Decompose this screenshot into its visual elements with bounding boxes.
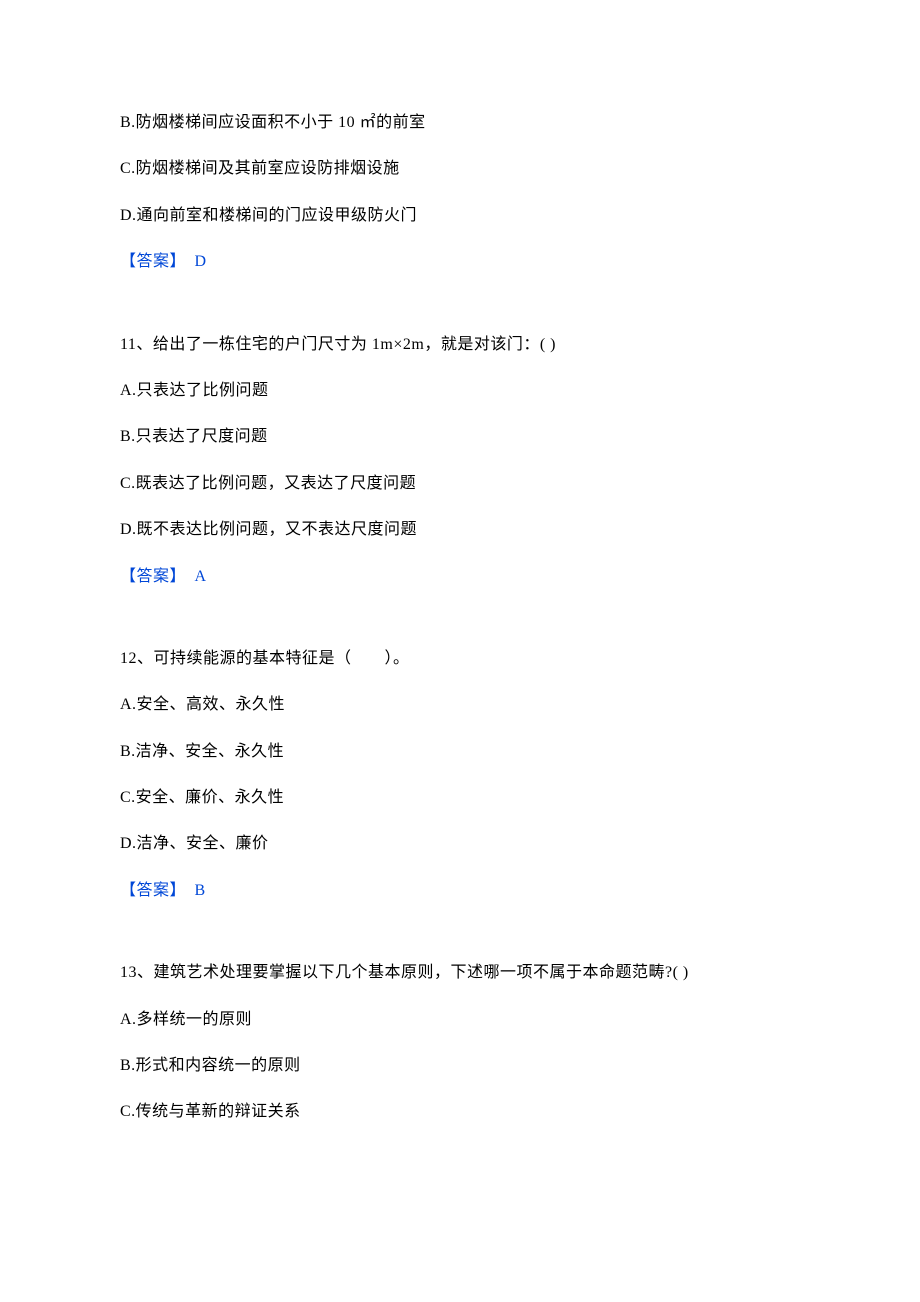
q11-option-d: D.既不表达比例问题，又不表达尺度问题	[120, 519, 800, 541]
answer-label: 【答案】	[120, 253, 186, 270]
q11-answer: 【答案】 A	[120, 566, 800, 588]
document-page: B.防烟楼梯间应设面积不小于 10 ㎡的前室 C.防烟楼梯间及其前室应设防排烟设…	[0, 0, 920, 1302]
q10-option-b: B.防烟楼梯间应设面积不小于 10 ㎡的前室	[120, 112, 800, 134]
q11-option-a: A.只表达了比例问题	[120, 380, 800, 402]
answer-label: 【答案】	[120, 882, 186, 899]
q13-stem: 13、建筑艺术处理要掌握以下几个基本原则，下述哪一项不属于本命题范畴?( )	[120, 962, 800, 984]
answer-value: A	[190, 568, 207, 585]
q11-option-c: C.既表达了比例问题，又表达了尺度问题	[120, 473, 800, 495]
q12-option-a: A.安全、高效、永久性	[120, 694, 800, 716]
q13-option-b: B.形式和内容统一的原则	[120, 1055, 800, 1077]
q12-option-c: C.安全、廉价、永久性	[120, 787, 800, 809]
answer-value: D	[190, 253, 207, 270]
answer-label: 【答案】	[120, 568, 186, 585]
q12-stem: 12、可持续能源的基本特征是（ ）。	[120, 648, 800, 670]
q11-stem: 11、给出了一栋住宅的户门尺寸为 1m×2m，就是对该门：( )	[120, 334, 800, 356]
spacer	[120, 926, 800, 962]
q10-answer: 【答案】 D	[120, 251, 800, 273]
q10-option-c: C.防烟楼梯间及其前室应设防排烟设施	[120, 158, 800, 180]
q12-option-d: D.洁净、安全、廉价	[120, 833, 800, 855]
q13-option-a: A.多样统一的原则	[120, 1009, 800, 1031]
spacer	[120, 298, 800, 334]
q12-answer: 【答案】 B	[120, 880, 800, 902]
q12-option-b: B.洁净、安全、永久性	[120, 741, 800, 763]
q13-option-c: C.传统与革新的辩证关系	[120, 1101, 800, 1123]
q10-option-d: D.通向前室和楼梯间的门应设甲级防火门	[120, 205, 800, 227]
q11-option-b: B.只表达了尺度问题	[120, 426, 800, 448]
spacer	[120, 612, 800, 648]
answer-value: B	[190, 882, 206, 899]
